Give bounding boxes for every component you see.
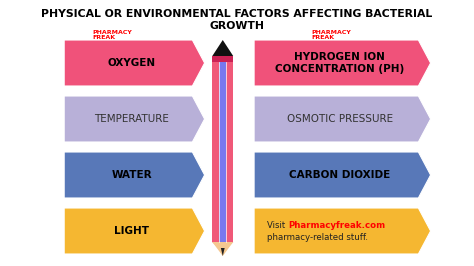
Text: pharmacy-related stuff.: pharmacy-related stuff. xyxy=(267,232,368,242)
Text: OXYGEN: OXYGEN xyxy=(108,58,156,68)
Polygon shape xyxy=(64,208,205,254)
Polygon shape xyxy=(64,152,205,198)
Polygon shape xyxy=(254,152,430,198)
Text: PHARMACY
FREAK: PHARMACY FREAK xyxy=(311,30,351,40)
Text: Visit: Visit xyxy=(267,221,288,230)
Text: CARBON DIOXIDE: CARBON DIOXIDE xyxy=(289,170,391,180)
Polygon shape xyxy=(212,242,233,252)
Polygon shape xyxy=(254,208,430,254)
Text: Pharmacyfreak.com: Pharmacyfreak.com xyxy=(288,221,385,230)
Polygon shape xyxy=(212,242,233,256)
Polygon shape xyxy=(254,40,430,86)
Text: GROWTH: GROWTH xyxy=(210,21,264,31)
Polygon shape xyxy=(219,62,226,242)
Polygon shape xyxy=(212,242,233,256)
Polygon shape xyxy=(221,248,225,256)
Polygon shape xyxy=(226,62,233,242)
Text: PHARMACY
FREAK: PHARMACY FREAK xyxy=(92,30,133,40)
Text: OSMOTIC PRESSURE: OSMOTIC PRESSURE xyxy=(287,114,393,124)
Polygon shape xyxy=(254,96,430,142)
Polygon shape xyxy=(212,40,233,56)
Text: TEMPERATURE: TEMPERATURE xyxy=(94,114,169,124)
Text: PHYSICAL OR ENVIRONMENTAL FACTORS AFFECTING BACTERIAL: PHYSICAL OR ENVIRONMENTAL FACTORS AFFECT… xyxy=(41,9,433,19)
Polygon shape xyxy=(64,96,205,142)
Polygon shape xyxy=(64,40,205,86)
Text: HYDROGEN ION
CONCENTRATION (PH): HYDROGEN ION CONCENTRATION (PH) xyxy=(275,52,404,74)
Polygon shape xyxy=(212,62,219,242)
Text: LIGHT: LIGHT xyxy=(114,226,149,236)
Polygon shape xyxy=(212,56,233,62)
Text: WATER: WATER xyxy=(112,170,152,180)
